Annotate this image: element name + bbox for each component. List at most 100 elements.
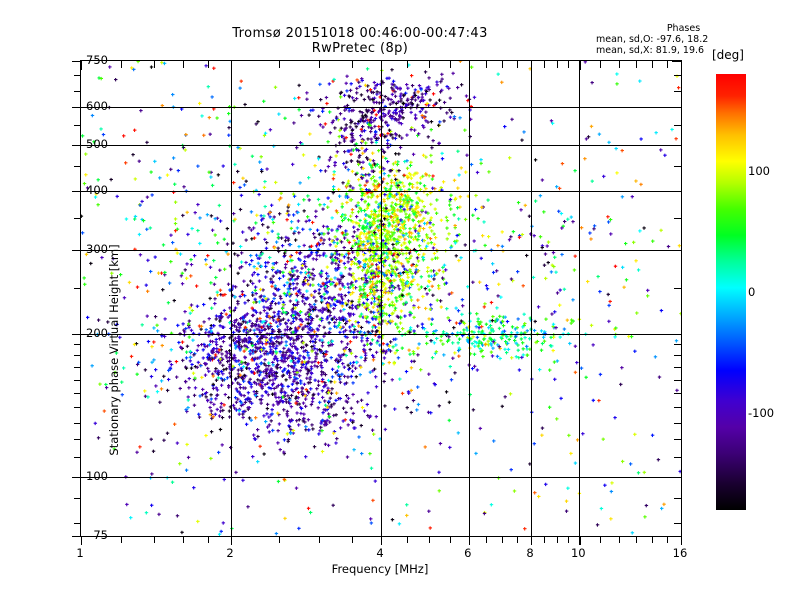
y-tick-minor-mirror <box>674 344 681 346</box>
y-tick-minor <box>74 287 81 289</box>
x-tick-minor-mirror <box>279 61 281 68</box>
y-tick-major <box>72 476 81 479</box>
y-tick-major-mirror <box>672 144 681 146</box>
y-tick-minor-mirror <box>674 522 681 524</box>
x-tick-minor <box>318 536 320 543</box>
y-tick-minor-mirror <box>674 75 681 77</box>
x-tick-minor-mirror <box>153 61 155 68</box>
x-tick-major <box>468 536 471 545</box>
x-tick-minor-mirror <box>556 61 558 68</box>
x-tick-label: 2 <box>226 546 234 560</box>
y-tick-major <box>72 61 81 63</box>
y-axis-title: Stationary phase Virtual Height [km] <box>107 244 121 456</box>
x-tick-minor <box>636 536 638 543</box>
gridline-horizontal <box>81 107 681 108</box>
x-tick-minor <box>568 536 570 543</box>
x-tick-minor-mirror <box>502 61 504 68</box>
x-tick-major <box>381 536 383 545</box>
x-tick-minor-mirror <box>667 61 668 68</box>
x-tick-minor <box>279 536 281 543</box>
y-tick-major <box>72 107 81 109</box>
y-tick-major-mirror <box>672 536 681 538</box>
y-tick-minor <box>74 125 81 126</box>
plot-area: Stationary phase Virtual Height [km] <box>72 60 683 545</box>
x-tick-minor-mirror <box>406 61 408 68</box>
y-tick-minor-mirror <box>674 439 681 440</box>
colorbar-gradient <box>716 74 746 510</box>
gridline-horizontal <box>81 144 681 146</box>
x-tick-minor-mirror <box>486 61 488 68</box>
x-tick-minor-mirror <box>517 61 518 68</box>
x-tick-minor <box>667 536 668 543</box>
x-tick-major <box>531 536 533 545</box>
y-tick-label: 200 <box>86 325 108 340</box>
y-tick-minor <box>74 344 81 346</box>
x-tick-minor <box>544 536 546 543</box>
y-tick-minor <box>74 379 81 381</box>
x-tick-major-mirror <box>579 61 581 70</box>
colorbar-unit-label: [deg] <box>712 48 744 62</box>
x-tick-major <box>681 536 683 545</box>
colorbar: 100 0 -100 <box>716 74 774 510</box>
gridline-horizontal <box>81 190 681 192</box>
y-tick-minor-mirror <box>674 166 681 168</box>
y-tick-minor-mirror <box>674 457 681 458</box>
colorbar-tick-label: 100 <box>748 163 770 178</box>
x-tick-minor <box>429 536 431 543</box>
y-tick-minor <box>74 422 81 424</box>
x-axis-title: Frequency [MHz] <box>331 562 429 576</box>
y-tick-minor-mirror <box>674 379 681 381</box>
y-tick-minor <box>74 166 81 168</box>
x-tick-minor <box>449 536 451 543</box>
x-tick-label: 8 <box>526 546 534 560</box>
x-tick-major-mirror <box>468 61 471 70</box>
y-tick-minor <box>74 355 81 357</box>
y-tick-minor <box>74 90 81 92</box>
x-tick-minor-mirror <box>568 61 570 68</box>
y-tick-minor <box>74 522 81 524</box>
x-tick-minor <box>406 536 408 543</box>
x-tick-major-mirror <box>231 61 233 70</box>
gridline-vertical <box>468 61 470 536</box>
x-tick-minor-mirror <box>652 61 654 68</box>
x-tick-minor-mirror <box>120 61 122 68</box>
gridline-horizontal <box>81 476 681 478</box>
y-tick-minor <box>74 407 81 409</box>
x-tick-minor-mirror <box>636 61 638 68</box>
chart-title: Tromsø 20151018 00:46:00-00:47:43 RwPret… <box>180 26 540 56</box>
colorbar-tick-label: -100 <box>748 406 775 421</box>
x-tick-minor-mirror <box>318 61 320 68</box>
y-tick-minor <box>74 367 81 369</box>
x-tick-minor <box>517 536 518 543</box>
y-tick-minor <box>74 439 81 440</box>
x-tick-minor <box>599 536 601 543</box>
y-tick-major-mirror <box>672 190 681 193</box>
gridline-vertical <box>231 61 232 536</box>
title-line-2: RwPretec (8p) <box>311 41 409 56</box>
y-tick-label: 400 <box>86 182 108 197</box>
y-tick-major-mirror <box>672 250 681 252</box>
y-tick-major <box>72 333 81 336</box>
x-tick-minor-mirror <box>429 61 431 68</box>
phase-stats-heading: Phases <box>666 23 701 34</box>
x-tick-minor <box>652 536 654 543</box>
y-tick-label: 750 <box>86 53 108 67</box>
x-tick-major <box>231 536 233 545</box>
y-tick-label: 600 <box>86 99 108 114</box>
y-tick-label: 500 <box>86 136 108 151</box>
y-tick-minor <box>74 218 81 220</box>
gridline-vertical <box>579 61 581 536</box>
x-tick-minor-mirror <box>182 61 184 68</box>
x-tick-major <box>579 536 581 545</box>
x-tick-label: 4 <box>376 546 384 560</box>
x-tick-minor <box>618 536 620 543</box>
x-tick-label: 1 <box>76 546 84 560</box>
x-tick-major-mirror <box>81 61 83 70</box>
x-tick-label: 10 <box>570 546 586 560</box>
y-tick-major-mirror <box>672 107 681 109</box>
phase-stats-box: Phases mean, sd,O: -97.6, 18.2 mean, sd,… <box>596 23 771 56</box>
x-tick-label: 16 <box>672 546 688 560</box>
x-tick-major <box>81 536 83 545</box>
y-tick-minor-mirror <box>674 367 681 369</box>
